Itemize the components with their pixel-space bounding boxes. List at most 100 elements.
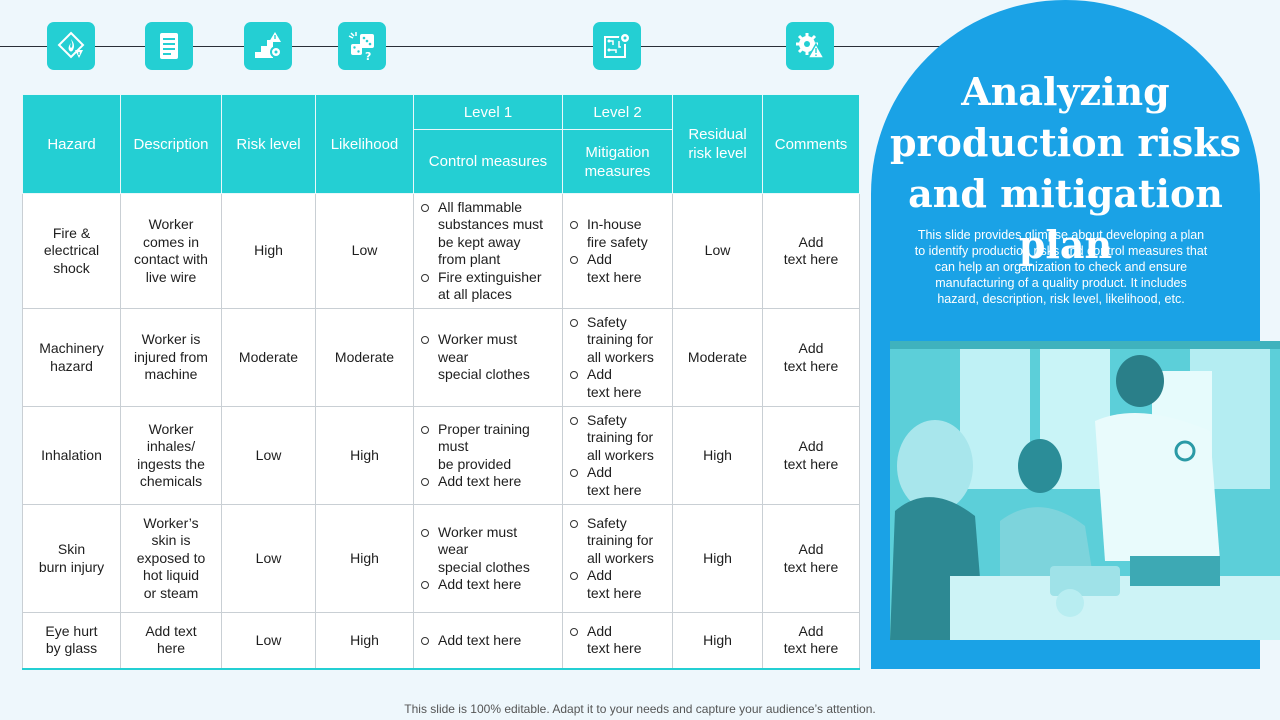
text-line: be kept away bbox=[438, 233, 521, 250]
text-line: from plant bbox=[438, 251, 501, 267]
bullet-item: Add text here bbox=[420, 576, 556, 594]
text-line: special clothes bbox=[438, 558, 530, 575]
cell-hazard: Inhalation bbox=[22, 406, 121, 505]
text-line: wear bbox=[438, 348, 469, 365]
description-line: can help an organization to check and en… bbox=[934, 260, 1188, 274]
slide-description: This slide provides glimpse about develo… bbox=[901, 227, 1221, 307]
title-line: and mitigation plan bbox=[908, 171, 1223, 267]
cell-hazard: Fire & electrical shock bbox=[22, 193, 121, 309]
cell-comments: Add text here bbox=[762, 193, 860, 309]
cell-hazard: Skin burn injury bbox=[22, 504, 121, 613]
bullet-item: Add text here bbox=[420, 473, 556, 491]
cell-likelihood: High bbox=[315, 612, 414, 670]
text-line: text here bbox=[587, 481, 642, 498]
text-line: All flammable bbox=[438, 198, 523, 215]
text-line: text here bbox=[587, 584, 642, 601]
text-line: Worker must bbox=[438, 331, 518, 348]
text-line: Add bbox=[798, 541, 824, 557]
fire-hazard-icon bbox=[47, 22, 95, 70]
text-line: text here bbox=[783, 251, 839, 267]
table-row: Fire & electrical shock Worker comes in cont… bbox=[22, 193, 860, 309]
cell-control-measures: Add text here bbox=[413, 612, 563, 670]
text-line: fire safety bbox=[587, 233, 648, 250]
cell-control-measures: Proper training must be provided Add text h… bbox=[413, 406, 563, 505]
text-line: Add bbox=[587, 251, 612, 267]
bullet-item: All flammable substances must be kept away… bbox=[420, 199, 556, 269]
text-line: Add text bbox=[145, 622, 197, 639]
svg-text:?: ? bbox=[365, 50, 371, 62]
text-line: must bbox=[438, 438, 469, 454]
text-line: injured from bbox=[134, 348, 208, 365]
cell-description: Add text here bbox=[120, 612, 222, 670]
text-line: In-house bbox=[587, 216, 642, 232]
header-level-2: Level 2 bbox=[562, 94, 673, 130]
table-row: Inhalation Worker inhales/ingests the chem… bbox=[22, 406, 860, 505]
text-line: Skin bbox=[57, 541, 86, 557]
cell-comments: Add text here bbox=[762, 406, 860, 505]
bullet-item: Safety training for all workers bbox=[569, 515, 666, 568]
text-line: Add bbox=[798, 340, 824, 356]
cell-control-measures: Worker must wear special clothes Add text h… bbox=[413, 504, 563, 613]
text-line: Fire & bbox=[52, 224, 91, 241]
cell-risk-level: High bbox=[221, 193, 316, 309]
cell-risk-level: Low bbox=[221, 406, 316, 505]
description-line: to identify production risks and control… bbox=[914, 244, 1208, 258]
bullet-item: Add text here bbox=[420, 632, 556, 650]
text-line: training for bbox=[587, 532, 654, 549]
cell-mitigation-measures: In-house fire safety Add text here bbox=[562, 193, 673, 309]
text-line: Machinery bbox=[39, 340, 104, 356]
cell-likelihood: High bbox=[315, 504, 414, 613]
text-line: text here bbox=[783, 640, 839, 657]
header-description: Description bbox=[120, 94, 222, 194]
text-line: hot liquid bbox=[142, 567, 200, 584]
text-line: live wire bbox=[145, 268, 197, 285]
text-line: by glass bbox=[45, 640, 98, 657]
text-line: Add bbox=[587, 366, 612, 383]
cell-description: Worker’s skin is exposed to hot liquid or st… bbox=[120, 504, 222, 613]
text-line: Safety bbox=[587, 514, 627, 531]
table-row: Skin burn injury Worker’s skin is exposed t… bbox=[22, 504, 860, 613]
text-line: Worker’s bbox=[143, 514, 199, 531]
header-hazard: Hazard bbox=[22, 94, 121, 194]
cell-comments: Add text here bbox=[762, 308, 860, 407]
cell-comments: Add text here bbox=[762, 612, 860, 670]
header-divider-line bbox=[0, 46, 940, 47]
cell-likelihood: High bbox=[315, 406, 414, 505]
document-list-icon bbox=[145, 22, 193, 70]
text-line: Add text here bbox=[438, 576, 522, 592]
header-mitigation-line: Mitigation bbox=[585, 143, 650, 161]
cell-hazard: Machinery hazard bbox=[22, 308, 121, 407]
header-comments: Comments bbox=[762, 94, 860, 194]
text-line: text here bbox=[587, 268, 642, 285]
header-control-measures: Control measures bbox=[413, 129, 563, 194]
text-line: electrical bbox=[43, 242, 100, 259]
text-line: substances must bbox=[438, 216, 544, 232]
text-line: contact with bbox=[134, 251, 208, 267]
stairs-gear-warning-icon bbox=[244, 22, 292, 70]
text-line: all workers bbox=[587, 549, 654, 566]
text-line: Add bbox=[798, 622, 824, 639]
bullet-item: Add text here bbox=[569, 366, 666, 401]
cell-mitigation-measures: Safety training for all workers Add text her… bbox=[562, 406, 673, 505]
text-line: Add text here bbox=[438, 473, 522, 489]
cell-control-measures: All flammable substances must be kept away… bbox=[413, 193, 563, 309]
text-line: all workers bbox=[587, 348, 654, 365]
text-line: Eye hurt bbox=[45, 622, 98, 639]
bullet-item: Proper training must be provided bbox=[420, 421, 556, 474]
text-line: chemicals bbox=[139, 473, 203, 489]
text-line: exposed to bbox=[136, 549, 206, 566]
header-risk-level: Risk level bbox=[221, 94, 316, 194]
bullet-item: In-house fire safety bbox=[569, 216, 666, 251]
bullet-item: Add text here bbox=[569, 567, 666, 602]
text-line: text here bbox=[783, 357, 839, 374]
table-row: Eye hurt by glass Add text here Low High A… bbox=[22, 612, 860, 670]
header-mitigation-line: measures bbox=[584, 162, 651, 180]
text-line: skin is bbox=[151, 532, 191, 549]
text-line: Fire extinguisher bbox=[438, 268, 542, 285]
text-line: all workers bbox=[587, 446, 654, 463]
cell-mitigation-measures: Safety training for all workers Add text her… bbox=[562, 504, 673, 613]
header-mitigation-measures: Mitigation measures bbox=[562, 129, 673, 194]
text-line: training for bbox=[587, 331, 654, 348]
cell-residual-risk: Low bbox=[672, 193, 763, 309]
text-line: Worker must bbox=[438, 523, 518, 540]
